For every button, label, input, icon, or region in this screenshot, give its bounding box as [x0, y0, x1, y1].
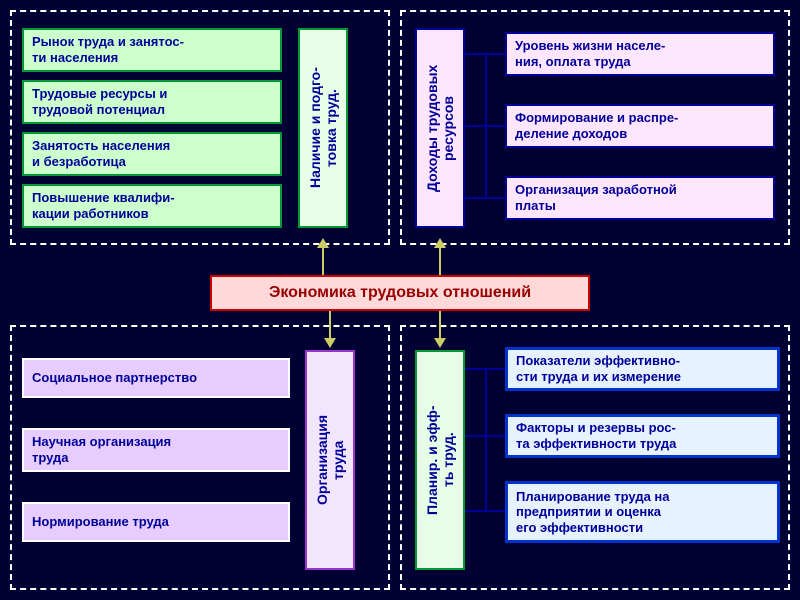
central-title: Экономика трудовых отношений — [210, 275, 590, 311]
arrow-to-q4 — [439, 311, 441, 339]
arrow-to-q3 — [329, 311, 331, 339]
q4-vertical-label: Планир. и эфф- ть труд. — [415, 350, 465, 570]
arrow-to-q2 — [439, 247, 441, 275]
q1-item-2: Занятость населения и безработица — [22, 132, 282, 176]
arrow-to-q4-head — [434, 338, 446, 348]
arrow-to-q1-head — [317, 238, 329, 248]
arrow-to-q1 — [322, 247, 324, 275]
q1-item-0: Рынок труда и занятос- ти населения — [22, 28, 282, 72]
q2-item-0: Уровень жизни населе- ния, оплата труда — [505, 32, 775, 76]
q2-item-1: Формирование и распре- деление доходов — [505, 104, 775, 148]
q3-item-0: Социальное партнерство — [22, 358, 290, 398]
arrow-to-q2-head — [434, 238, 446, 248]
q4-item-0: Показатели эффективно- сти труда и их из… — [505, 347, 780, 391]
q2-vertical-label: Доходы трудовых ресурсов — [415, 28, 465, 228]
q3-item-1: Научная организация труда — [22, 428, 290, 472]
q2-item-2: Организация заработной платы — [505, 176, 775, 220]
connector-q2-v — [485, 53, 487, 199]
q3-vertical-label: Организация труда — [305, 350, 355, 570]
connector-q4-v — [485, 368, 487, 512]
q4-item-1: Факторы и резервы рос- та эффективности … — [505, 414, 780, 458]
q1-item-1: Трудовые ресурсы и трудовой потенциал — [22, 80, 282, 124]
q4-item-2: Планирование труда на предприятии и оцен… — [505, 481, 780, 543]
q3-item-2: Нормирование труда — [22, 502, 290, 542]
q1-item-3: Повышение квалифи- кации работников — [22, 184, 282, 228]
arrow-to-q3-head — [324, 338, 336, 348]
q1-vertical-label: Наличие и подго- товка труд. — [298, 28, 348, 228]
